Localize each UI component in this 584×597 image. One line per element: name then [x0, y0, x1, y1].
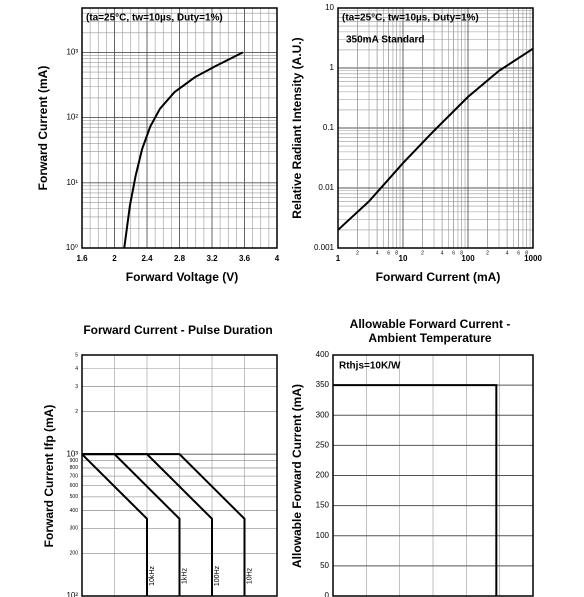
y-tick-label: 100 — [316, 531, 330, 540]
x-tick-label: 4 — [376, 250, 379, 256]
y-tick-label: 10² — [66, 113, 78, 122]
y-tick-label: 0.1 — [323, 123, 335, 132]
x-tick-label: 6 — [517, 250, 520, 256]
y-tick-label: 1 — [330, 63, 335, 72]
y-tick-label: 700 — [70, 473, 79, 479]
series-label: 10kHz — [149, 566, 156, 586]
curve — [333, 384, 498, 596]
y-tick-label: 0 — [325, 591, 330, 597]
x-tick-label: 4 — [441, 250, 444, 256]
y-tick-label: 900 — [70, 458, 79, 464]
x-tick-label: 1.6 — [76, 254, 88, 263]
x-tick-label: 10 — [399, 254, 408, 263]
curve — [337, 47, 534, 231]
y-tick-label: 350 — [316, 380, 330, 389]
y-tick-label: 5 — [75, 352, 78, 358]
y-tick-label: 200 — [70, 551, 79, 557]
curve — [82, 453, 181, 596]
grids — [81, 7, 534, 597]
plot-frame — [332, 354, 534, 597]
x-tick-label: 8 — [525, 250, 528, 256]
x-axis-label: Forward Current (mA) — [376, 270, 501, 284]
x-tick-label: 4 — [506, 250, 509, 256]
x-tick-label: 1000 — [524, 254, 542, 263]
series-label: 10Hz — [246, 567, 253, 584]
y-tick-label: 10² — [66, 591, 78, 597]
y-tick-label: 10¹ — [66, 178, 78, 187]
x-tick-label: 8 — [395, 250, 398, 256]
y-tick-label: 3 — [75, 384, 78, 390]
y-tick-label: 500 — [70, 494, 79, 500]
x-tick-label: 2 — [112, 254, 117, 263]
x-tick-label: 2 — [356, 250, 359, 256]
curve — [82, 453, 246, 596]
curve — [81, 453, 148, 596]
y-tick-label: 0.01 — [318, 183, 334, 192]
y-tick-label: 10³ — [66, 449, 78, 458]
x-axis-label: Forward Voltage (V) — [126, 270, 238, 284]
y-axis-label: Allowable Forward Current (mA) — [290, 384, 304, 568]
y-tick-label: 200 — [316, 471, 330, 480]
y-axis-label: Forward Current (mA) — [36, 66, 50, 191]
x-tick-label: 2 — [421, 250, 424, 256]
plot-frame — [337, 7, 534, 249]
chart-title: Forward Current - Pulse Duration — [83, 323, 272, 337]
y-tick-label: 10 — [325, 3, 334, 12]
y-tick-label: 800 — [70, 465, 79, 471]
y-tick-label: 300 — [316, 410, 330, 419]
y-tick-label: 400 — [316, 350, 330, 359]
x-tick-label: 3.6 — [239, 254, 251, 263]
x-tick-label: 8 — [460, 250, 463, 256]
y-tick-label: 250 — [316, 440, 330, 449]
y-tick-label: 10³ — [66, 48, 78, 57]
chart-title: Ambient Temperature — [368, 331, 491, 345]
y-tick-label: 10⁰ — [66, 243, 78, 252]
annotation: 350mA Standard — [346, 35, 425, 46]
chart-title: Allowable Forward Current - — [350, 317, 511, 331]
x-tick-label: 6 — [452, 250, 455, 256]
y-tick-label: 600 — [70, 483, 79, 489]
y-axis-label: Relative Radiant Intensity (A.U.) — [290, 37, 304, 218]
series-label: 100Hz — [214, 565, 221, 586]
x-tick-label: 3.2 — [206, 254, 218, 263]
y-tick-label: 2 — [75, 409, 78, 415]
annotation: (ta=25°C, tw=10µs, Duty=1%) — [342, 13, 479, 24]
x-tick-label: 4 — [275, 254, 280, 263]
y-tick-label: 150 — [316, 501, 330, 510]
y-tick-label: 0.001 — [314, 243, 335, 252]
y-axis-label: Forward Current Ifp (mA) — [42, 405, 56, 548]
x-tick-label: 1 — [336, 254, 341, 263]
x-tick-label: 2.8 — [174, 254, 186, 263]
x-tick-label: 2 — [486, 250, 489, 256]
y-tick-label: 300 — [70, 526, 79, 532]
y-tick-label: 400 — [70, 508, 79, 514]
plot-frame — [81, 7, 278, 249]
curve — [123, 51, 244, 249]
annotation: (ta=25°C, tw=10µs, Duty=1%) — [86, 13, 223, 24]
x-tick-label: 100 — [461, 254, 475, 263]
series-label: 1kHz — [181, 568, 188, 584]
annotation: Rthjs=10K/W — [339, 361, 401, 372]
y-tick-label: 50 — [320, 561, 329, 570]
x-tick-label: 6 — [387, 250, 390, 256]
y-tick-label: 4 — [75, 366, 78, 372]
x-tick-label: 2.4 — [141, 254, 153, 263]
